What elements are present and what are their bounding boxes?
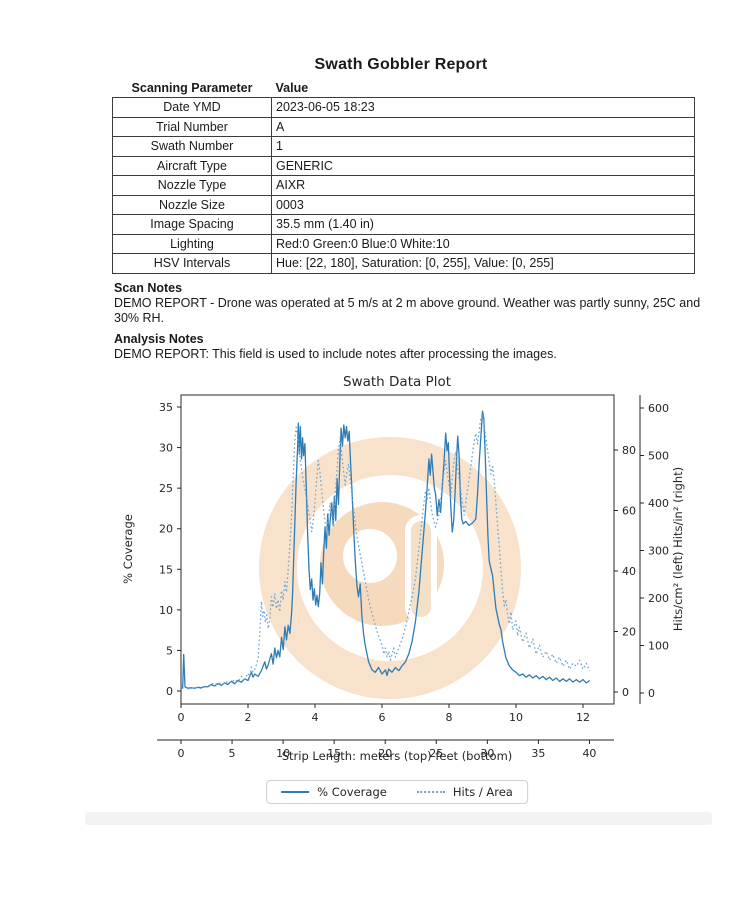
tick-label: 30 bbox=[480, 747, 494, 760]
param-cell: Aircraft Type bbox=[112, 155, 272, 176]
table-row: Aircraft Type GENERIC bbox=[112, 155, 695, 176]
analysis-notes-body: DEMO REPORT: This field is used to inclu… bbox=[114, 346, 557, 361]
y-axis-label-right: Hits/cm² (left) Hits/in² (right) bbox=[671, 466, 685, 632]
y-axis-label-left: % Coverage bbox=[121, 514, 135, 584]
tick-label: 20 bbox=[622, 626, 636, 639]
tick-label: 20 bbox=[378, 747, 392, 760]
tick-label: 0 bbox=[648, 687, 655, 700]
tick-label: 0 bbox=[622, 686, 629, 699]
table-row: Swath Number 1 bbox=[112, 136, 695, 157]
param-cell: Trial Number bbox=[112, 116, 272, 137]
tick-label: 35 bbox=[531, 747, 545, 760]
param-cell: HSV Intervals bbox=[112, 253, 272, 274]
table-row: Lighting Red:0 Green:0 Blue:0 White:10 bbox=[112, 233, 695, 254]
param-cell: Nozzle Size bbox=[112, 194, 272, 215]
tick-label: 4 bbox=[312, 711, 319, 724]
table-row: Nozzle Size 0003 bbox=[112, 194, 695, 215]
table-header-row: Scanning Parameter Value bbox=[113, 80, 695, 98]
tick-label: 5 bbox=[229, 747, 236, 760]
tick-label: 60 bbox=[622, 505, 636, 518]
value-cell: 35.5 mm (1.40 in) bbox=[271, 214, 695, 235]
analysis-notes-heading: Analysis Notes bbox=[114, 332, 204, 346]
tick-label: 2 bbox=[245, 711, 252, 724]
value-cell: A bbox=[271, 116, 695, 137]
tick-label: 12 bbox=[576, 711, 590, 724]
tick-label: 0 bbox=[178, 711, 185, 724]
table-row: Trial Number A bbox=[112, 116, 695, 137]
divider-band bbox=[85, 812, 712, 825]
tick-label: 400 bbox=[648, 497, 669, 510]
tick-label: 10 bbox=[509, 711, 523, 724]
param-cell: Date YMD bbox=[112, 97, 272, 118]
table-row: HSV Intervals Hue: [22, 180], Saturation:… bbox=[112, 253, 695, 274]
tick-label: 80 bbox=[622, 444, 636, 457]
tick-label: 35 bbox=[159, 401, 173, 414]
dotted-line-swatch bbox=[416, 791, 445, 793]
chart-title: Swath Data Plot bbox=[343, 374, 451, 390]
column-header-parameter: Scanning Parameter bbox=[131, 81, 253, 95]
scan-notes-heading: Scan Notes bbox=[114, 281, 183, 295]
table-row: Date YMD 2023-06-05 18:23 bbox=[112, 97, 695, 118]
tick-label: 25 bbox=[159, 482, 173, 495]
param-cell: Lighting bbox=[112, 233, 272, 254]
tick-label: 6 bbox=[379, 711, 386, 724]
scan-notes-section: Scan Notes DEMO REPORT - Drone was opera… bbox=[114, 281, 714, 325]
param-cell: Image Spacing bbox=[112, 214, 272, 235]
watermark-logo bbox=[259, 437, 521, 699]
value-cell: 2023-06-05 18:23 bbox=[271, 97, 695, 118]
scanning-parameter-table: Scanning Parameter Value Date YMD 2023-06… bbox=[112, 80, 695, 274]
tick-label: 10 bbox=[159, 604, 173, 617]
page-title: Swath Gobbler Report bbox=[314, 56, 488, 73]
solid-line-swatch bbox=[281, 791, 310, 793]
value-cell: 1 bbox=[271, 136, 695, 157]
param-cell: Nozzle Type bbox=[112, 175, 272, 196]
value-cell: GENERIC bbox=[271, 155, 695, 176]
tick-label: 15 bbox=[327, 747, 341, 760]
plot-canvas: 0510152025303502040608001002003004005006… bbox=[157, 394, 669, 760]
tick-label: 10 bbox=[276, 747, 290, 760]
tick-label: 100 bbox=[648, 640, 669, 653]
plot-border bbox=[180, 394, 615, 705]
tick-label: 500 bbox=[648, 450, 669, 463]
tick-label: 15 bbox=[159, 563, 173, 576]
tick-label: 40 bbox=[622, 565, 636, 578]
tick-label: 30 bbox=[159, 442, 173, 455]
series-coverage bbox=[180, 410, 591, 690]
tick-label: 40 bbox=[582, 747, 596, 760]
tick-label: 8 bbox=[446, 711, 453, 724]
value-cell: 0003 bbox=[271, 194, 695, 215]
series-hits bbox=[187, 413, 591, 690]
tick-label: 300 bbox=[648, 545, 669, 558]
tick-label: 600 bbox=[648, 402, 669, 415]
analysis-notes-section: Analysis Notes DEMO REPORT: This field i… bbox=[114, 332, 714, 362]
tick-label: 0 bbox=[166, 685, 173, 698]
tick-label: 0 bbox=[178, 747, 185, 760]
tick-label: 20 bbox=[159, 523, 173, 536]
value-cell: Red:0 Green:0 Blue:0 White:10 bbox=[271, 233, 695, 254]
tick-label: 200 bbox=[648, 592, 669, 605]
legend-label-coverage: % Coverage bbox=[317, 785, 387, 799]
legend-item-hits: Hits / Area bbox=[416, 785, 513, 799]
value-cell: AIXR bbox=[271, 175, 695, 196]
legend-label-hits: Hits / Area bbox=[452, 785, 513, 799]
tick-label: 5 bbox=[166, 644, 173, 657]
tick-label: 25 bbox=[429, 747, 443, 760]
table-row: Nozzle Type AIXR bbox=[112, 175, 695, 196]
param-cell: Swath Number bbox=[112, 136, 272, 157]
scan-notes-body: DEMO REPORT - Drone was operated at 5 m/… bbox=[114, 295, 701, 325]
table-row: Image Spacing 35.5 mm (1.40 in) bbox=[112, 214, 695, 235]
legend-item-coverage: % Coverage bbox=[281, 785, 387, 799]
chart-legend: % Coverage Hits / Area bbox=[266, 780, 528, 804]
x-axis-label: Strip Length: meters (top) feet (bottom) bbox=[281, 749, 513, 763]
swath-data-plot: Swath Data Plot % Coverage Hits/cm² (lef… bbox=[120, 368, 749, 808]
value-cell: Hue: [22, 180], Saturation: [0, 255], Va… bbox=[271, 253, 695, 274]
column-header-value: Value bbox=[275, 81, 309, 95]
